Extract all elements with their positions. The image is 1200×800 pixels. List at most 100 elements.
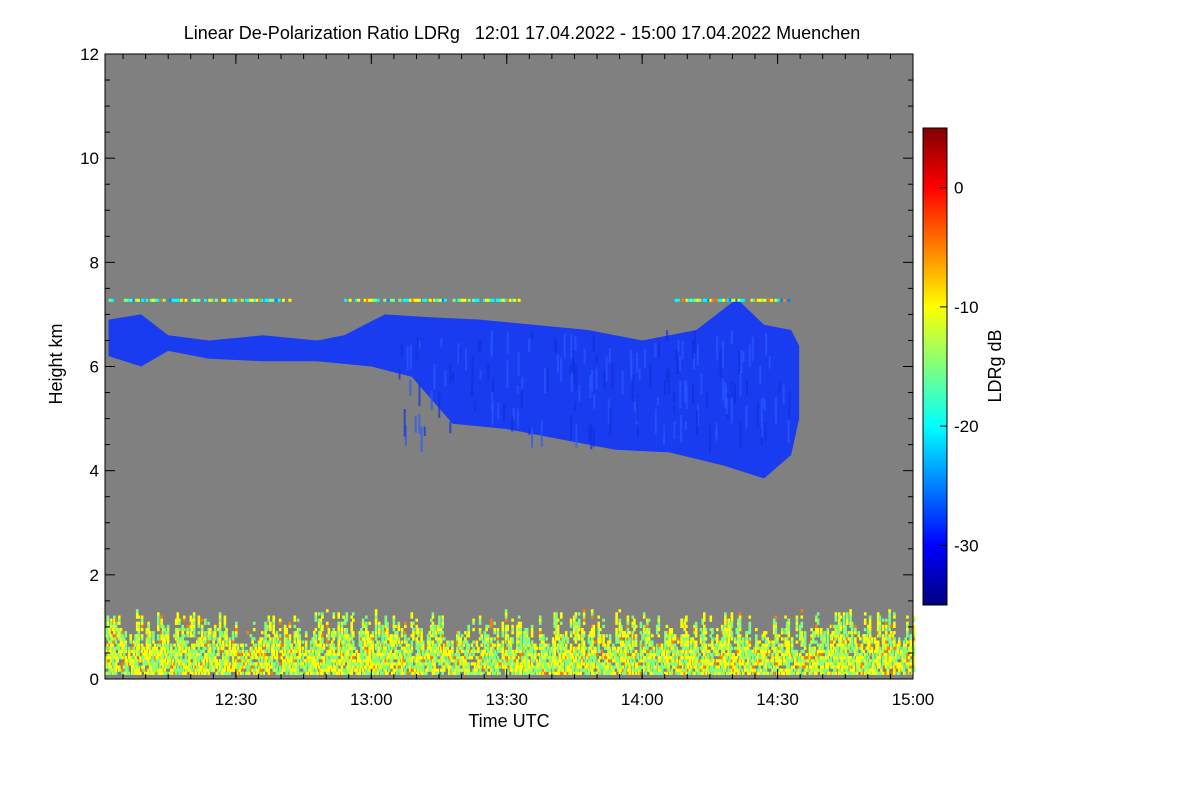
- boundary-layer-cell: [363, 637, 366, 641]
- boundary-layer-cell: [613, 671, 617, 675]
- boundary-layer-cell: [829, 665, 833, 669]
- boundary-layer-cell: [850, 628, 854, 632]
- boundary-layer-cell: [145, 646, 149, 650]
- boundary-layer-cell: [415, 665, 418, 669]
- boundary-layer-cell: [508, 656, 511, 660]
- boundary-layer-cell: [849, 671, 852, 675]
- boundary-layer-cell: [841, 646, 844, 650]
- boundary-layer-cell: [213, 624, 217, 628]
- boundary-layer-cell: [722, 656, 726, 660]
- boundary-layer-cell: [283, 665, 287, 669]
- boundary-layer-cell: [218, 659, 222, 663]
- boundary-layer-cell: [483, 659, 487, 663]
- boundary-layer-cell: [176, 668, 180, 672]
- boundary-layer-cell: [647, 628, 651, 632]
- boundary-layer-cell: [859, 656, 862, 660]
- boundary-layer-cell: [282, 665, 285, 669]
- boundary-layer-cell: [664, 665, 667, 669]
- boundary-layer-cell: [511, 668, 514, 672]
- boundary-layer-cell: [761, 649, 765, 653]
- boundary-layer-cell: [433, 649, 436, 653]
- boundary-layer-cell: [543, 656, 547, 660]
- boundary-layer-cell: [171, 649, 175, 653]
- boundary-layer-cell: [724, 662, 727, 666]
- boundary-layer-cell: [633, 649, 636, 653]
- boundary-layer-cell: [446, 662, 449, 666]
- boundary-layer-cell: [118, 668, 121, 672]
- boundary-layer-cell: [108, 643, 111, 647]
- boundary-layer-cell: [781, 628, 784, 632]
- boundary-layer-cell: [381, 656, 384, 660]
- boundary-layer-cell: [283, 631, 287, 635]
- boundary-layer-cell: [223, 621, 227, 625]
- boundary-layer-cell: [254, 662, 258, 666]
- boundary-layer-cell: [795, 624, 799, 628]
- boundary-layer-cell: [261, 659, 264, 663]
- boundary-layer-cell: [165, 671, 168, 675]
- boundary-layer-cell: [152, 634, 155, 638]
- boundary-layer-cell: [836, 665, 839, 669]
- boundary-layer-cell: [534, 649, 537, 653]
- boundary-layer-cell: [659, 659, 662, 663]
- boundary-layer-cell: [438, 615, 441, 619]
- boundary-layer-cell: [579, 656, 583, 660]
- boundary-layer-cell: [259, 668, 262, 672]
- boundary-layer-cell: [181, 624, 184, 628]
- boundary-layer-cell: [381, 665, 384, 669]
- boundary-layer-cell: [737, 624, 740, 628]
- boundary-layer-cell: [870, 659, 873, 663]
- boundary-layer-cell: [202, 649, 206, 653]
- boundary-layer-cell: [395, 631, 399, 635]
- boundary-layer-cell: [534, 665, 537, 669]
- boundary-layer-cell: [876, 646, 880, 650]
- boundary-layer-cell: [480, 649, 483, 653]
- boundary-layer-cell: [737, 646, 740, 650]
- boundary-layer-cell: [223, 634, 227, 638]
- boundary-layer-cell: [597, 624, 600, 628]
- boundary-layer-cell: [142, 668, 145, 672]
- boundary-layer-cell: [165, 631, 168, 635]
- boundary-layer-cell: [135, 665, 139, 669]
- boundary-layer-cell: [153, 668, 157, 672]
- boundary-layer-cell: [114, 653, 118, 657]
- boundary-layer-cell: [756, 671, 760, 675]
- boundary-layer-cell: [527, 665, 531, 669]
- boundary-layer-cell: [592, 624, 596, 628]
- boundary-layer-cell: [129, 640, 132, 644]
- boundary-layer-cell: [854, 637, 857, 641]
- boundary-layer-cell: [711, 659, 714, 663]
- boundary-layer-cell: [317, 624, 321, 628]
- boundary-layer-cell: [878, 615, 882, 619]
- boundary-layer-cell: [795, 653, 799, 657]
- boundary-layer-cell: [863, 640, 867, 644]
- boundary-layer-cell: [737, 637, 740, 641]
- boundary-layer-cell: [478, 671, 482, 675]
- boundary-layer-cell: [421, 646, 425, 650]
- boundary-layer-cell: [616, 659, 620, 663]
- boundary-layer-cell: [504, 668, 508, 672]
- boundary-layer-cell: [384, 671, 388, 675]
- boundary-layer-cell: [436, 668, 440, 672]
- boundary-layer-cell: [420, 640, 423, 644]
- boundary-layer-cell: [392, 643, 396, 647]
- boundary-layer-cell: [277, 637, 280, 641]
- boundary-layer-cell: [283, 653, 287, 657]
- boundary-layer-cell: [732, 662, 735, 666]
- boundary-layer-cell: [590, 656, 594, 660]
- boundary-layer-cell: [329, 656, 332, 660]
- boundary-layer-cell: [118, 653, 121, 657]
- boundary-layer-cell: [480, 662, 483, 666]
- boundary-layer-cell: [194, 662, 197, 666]
- boundary-layer-cell: [418, 656, 422, 660]
- boundary-layer-cell: [434, 671, 438, 675]
- boundary-layer-cell: [478, 668, 482, 672]
- boundary-layer-cell: [285, 653, 288, 657]
- boundary-layer-cell: [763, 653, 766, 657]
- boundary-layer-cell: [729, 671, 732, 675]
- boundary-layer-cell: [194, 668, 197, 672]
- boundary-layer-cell: [863, 659, 867, 663]
- boundary-layer-cell: [670, 643, 674, 647]
- boundary-layer-cell: [815, 653, 818, 657]
- boundary-layer-cell: [764, 668, 768, 672]
- boundary-layer-cell: [191, 634, 194, 638]
